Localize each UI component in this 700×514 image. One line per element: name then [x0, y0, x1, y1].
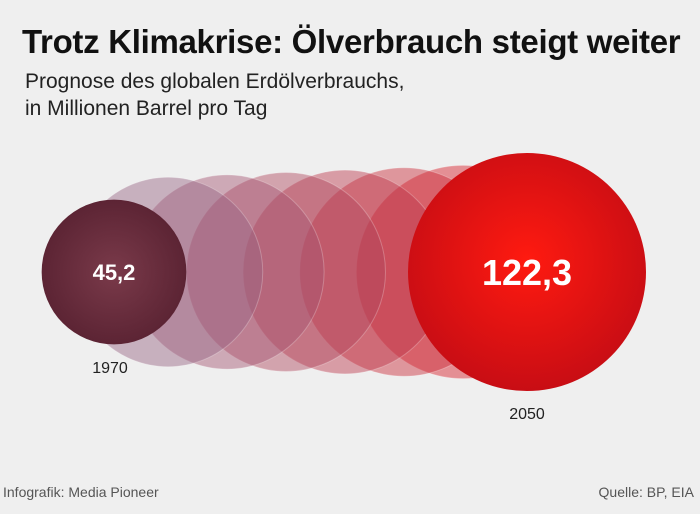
data-label-2050: 122,3 [482, 252, 572, 293]
chart-subtitle: Prognose des globalen Erdölverbrauchs, i… [25, 70, 405, 120]
year-label-1970: 1970 [92, 360, 128, 377]
footer-credit: Infografik: Media Pioneer [3, 484, 159, 500]
chart-title: Trotz Klimakrise: Ölverbrauch steigt wei… [22, 23, 681, 60]
bubble-1970 [41, 199, 187, 345]
bubble-2050 [408, 153, 646, 391]
footer-source: Quelle: BP, EIA [598, 484, 694, 500]
trend-bubble [186, 172, 386, 372]
data-label-1970: 45,2 [93, 260, 136, 285]
year-label-2050: 2050 [509, 406, 545, 423]
